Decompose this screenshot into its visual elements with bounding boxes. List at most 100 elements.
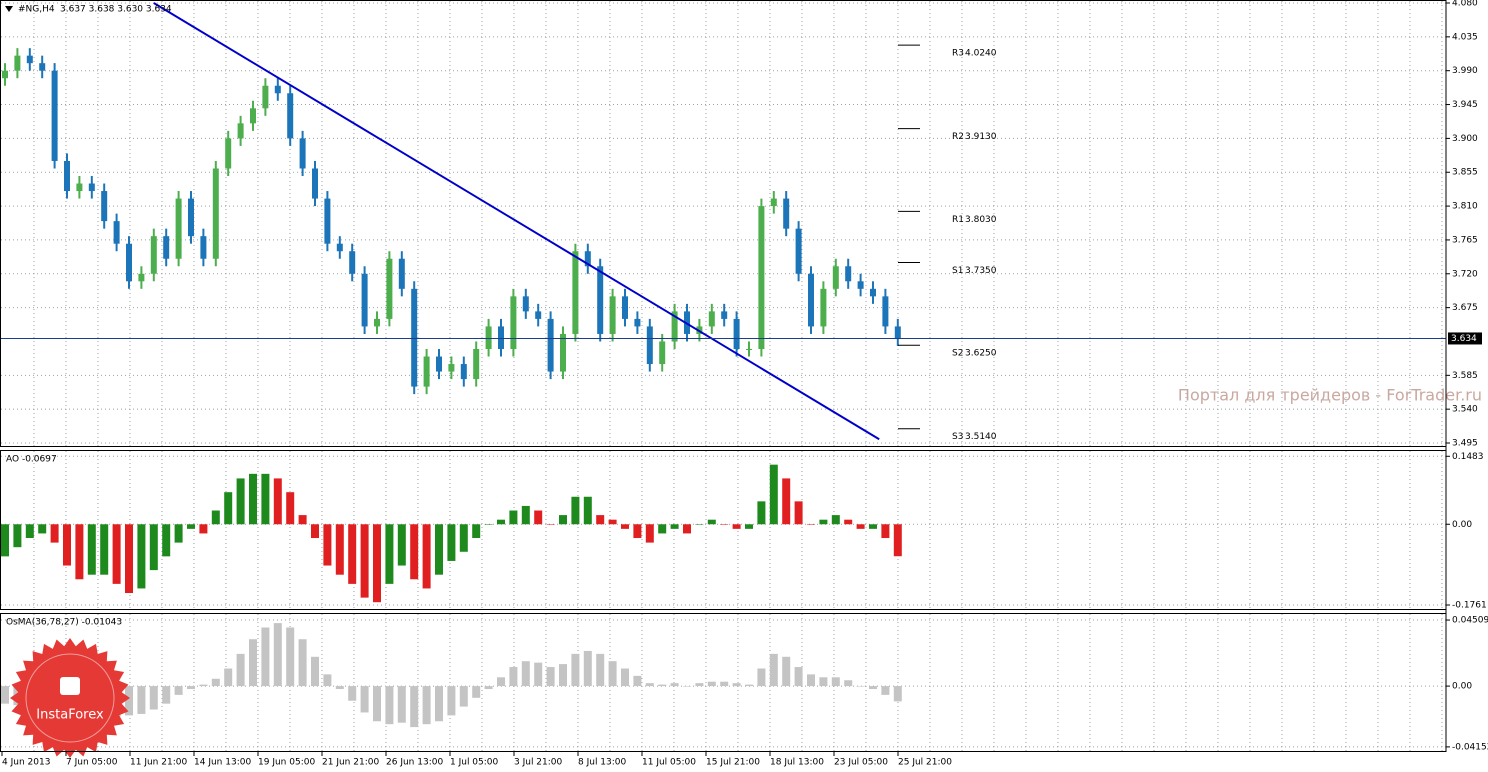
histogram-bar <box>707 681 716 687</box>
histogram-bar <box>249 473 257 525</box>
histogram-bar <box>236 478 245 525</box>
histogram-bar <box>757 668 766 687</box>
bar-body <box>374 318 380 327</box>
histogram-bar <box>881 524 890 539</box>
histogram-bar <box>521 505 530 525</box>
bar-body <box>733 318 740 349</box>
histogram-bar <box>149 686 158 710</box>
bar-body <box>746 348 752 350</box>
bar-body <box>894 326 901 339</box>
histogram-bar <box>459 686 468 707</box>
x-tick-label: 7 Jun 05:00 <box>66 758 118 768</box>
bar-body <box>758 206 765 349</box>
bar-body <box>882 296 889 327</box>
histogram-bar <box>484 524 493 525</box>
histogram-bar <box>695 524 704 525</box>
histogram-bar <box>559 515 567 525</box>
bar-body <box>101 191 108 222</box>
y-tick-label: 3.495 <box>1452 439 1478 449</box>
histogram-bar <box>211 678 220 687</box>
histogram-bar <box>571 496 580 525</box>
pivot-label: 3.8030 <box>965 215 997 225</box>
bar-body <box>212 168 219 259</box>
bar-body <box>423 356 430 387</box>
x-tick-label: 11 Jun 21:00 <box>130 758 187 768</box>
histogram-bar <box>707 519 716 525</box>
histogram-bar <box>484 686 493 690</box>
histogram-bar <box>13 524 22 548</box>
bar-body <box>634 318 641 327</box>
histogram-bar <box>521 661 530 687</box>
histogram-bar <box>137 524 146 589</box>
histogram-bar <box>162 524 171 557</box>
y-tick-label: 0.04509 <box>1452 616 1488 626</box>
bar-body <box>138 273 145 282</box>
quote: 3.637 3.638 3.630 3.634 <box>60 5 172 15</box>
histogram-bar <box>807 524 815 525</box>
histogram-bar <box>385 524 394 584</box>
bar-body <box>126 243 132 282</box>
bar-body <box>485 326 492 349</box>
pivot-label: 3.5140 <box>965 432 997 442</box>
bar-body <box>547 318 554 372</box>
histogram-bar <box>149 524 158 571</box>
histogram-bar <box>546 667 555 687</box>
histogram-bar <box>174 686 183 695</box>
bar-body <box>473 348 480 380</box>
histogram-bar <box>534 662 543 687</box>
histogram-bar <box>373 524 381 603</box>
bar-body <box>597 266 604 334</box>
histogram-bar <box>844 519 853 525</box>
histogram-bar <box>323 524 332 566</box>
x-tick-label: 19 Jun 05:00 <box>258 758 315 768</box>
bar-body <box>646 326 653 365</box>
histogram-bar <box>50 524 59 543</box>
bar-body <box>336 243 343 252</box>
histogram-bar <box>298 515 307 525</box>
histogram-bar <box>546 524 555 525</box>
pivot-name: S1 <box>952 266 963 276</box>
bar-body <box>857 281 864 289</box>
histogram-bar <box>633 675 642 687</box>
bar-body <box>361 273 368 327</box>
bar-body <box>870 288 876 297</box>
histogram-bar <box>571 653 580 687</box>
histogram-bar <box>162 686 171 704</box>
histogram-bar <box>596 653 605 687</box>
y-tick-label: 3.990 <box>1452 66 1478 76</box>
pivot-label: 4.0240 <box>965 49 997 59</box>
histogram-bar <box>236 653 245 687</box>
x-tick-label: 1 Jul 05:00 <box>450 758 499 768</box>
pivot-name: S2 <box>952 349 963 359</box>
bar-body <box>163 236 170 259</box>
pivot-label: 3.9130 <box>965 132 997 142</box>
bar-body <box>808 273 814 327</box>
histogram-bar <box>435 686 443 722</box>
histogram-bar <box>1 524 9 557</box>
bar-body <box>584 251 591 267</box>
histogram-bar <box>410 524 419 580</box>
histogram-bar <box>348 686 357 701</box>
histogram-bar <box>348 524 357 584</box>
histogram-bar <box>583 650 592 687</box>
histogram-bar <box>869 524 877 529</box>
histogram-bar <box>658 684 667 687</box>
bar-body <box>832 266 839 289</box>
bar-body <box>572 251 579 334</box>
y-tick-label: 3.585 <box>1452 371 1478 381</box>
x-tick-label: 18 Jul 13:00 <box>770 758 824 768</box>
bar-body <box>324 198 331 244</box>
histogram-bar <box>757 501 766 525</box>
histogram-bar <box>211 510 220 525</box>
bar-body <box>237 123 244 139</box>
x-tick-label: 4 Jun 2013 <box>2 758 50 768</box>
pivot-label: 3.7350 <box>965 266 997 276</box>
x-tick-label: 23 Jul 05:00 <box>834 758 888 768</box>
histogram-bar <box>311 656 319 687</box>
histogram-bar <box>63 524 71 566</box>
histogram-bar <box>670 524 679 529</box>
pivot-name: S3 <box>952 432 963 442</box>
bar-body <box>88 183 95 192</box>
watermark: Портал для трейдеров - ForTrader.ru <box>1178 386 1482 405</box>
histogram-bar <box>608 661 617 687</box>
